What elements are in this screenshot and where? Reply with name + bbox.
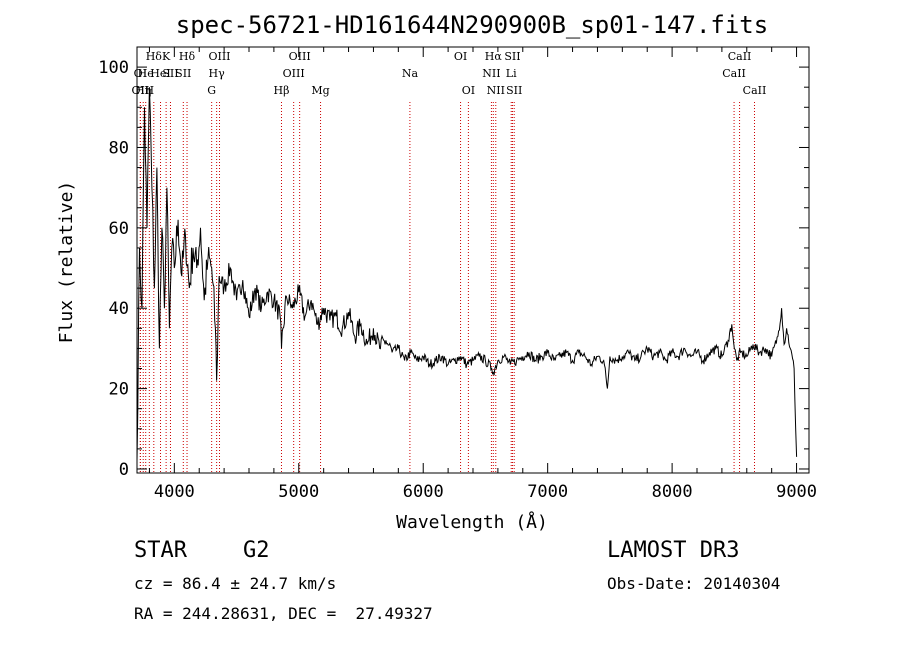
y-axis-ticks: 0 20 40 60 80 100 xyxy=(98,46,809,480)
line-marker-label: OIII xyxy=(208,50,230,63)
object-class: STAR xyxy=(134,538,187,563)
line-marker-label: NII xyxy=(482,67,500,80)
subclass: G2 xyxy=(243,538,270,563)
line-marker-label: Hδ xyxy=(179,50,196,63)
y-axis-label: Flux (relative) xyxy=(56,181,77,344)
survey-name: LAMOST DR3 xyxy=(607,538,740,563)
line-marker-label: Na xyxy=(402,67,419,80)
redshift-cz: cz = 86.4 ± 24.7 km/s xyxy=(134,574,337,593)
line-marker-label: SII xyxy=(175,67,191,80)
line-marker-label: OI xyxy=(454,50,467,63)
x-tick-label: 9000 xyxy=(776,482,817,502)
y-tick-label: 60 xyxy=(109,219,129,239)
line-marker-label: HeI xyxy=(150,67,170,80)
line-marker-label: Hα xyxy=(485,50,503,63)
line-marker-label: OI xyxy=(462,84,475,97)
x-tick-label: 4000 xyxy=(154,482,195,502)
series-line-spectrum xyxy=(136,87,798,461)
line-marker-label: OII xyxy=(132,84,150,97)
y-tick-label: 40 xyxy=(109,299,129,319)
series-group xyxy=(136,87,798,461)
obs-date: Obs-Date: 20140304 xyxy=(607,574,781,593)
x-axis-label: Wavelength (Å) xyxy=(396,511,548,533)
line-marker-label: He xyxy=(138,67,154,80)
coordinates: RA = 244.28631, DEC = 27.49327 xyxy=(134,604,433,623)
line-marker-label: OIII xyxy=(289,50,311,63)
line-marker-label: CaII xyxy=(722,67,746,80)
x-tick-label: 7000 xyxy=(527,482,568,502)
line-marker-label: SII xyxy=(162,67,178,80)
line-markers: OIIHηHOIHeHδHeIKSIIHδSIIGHγOIIIHβOIIIOII… xyxy=(132,50,767,473)
y-tick-label: 100 xyxy=(98,58,129,78)
line-marker-label: Li xyxy=(506,67,517,80)
line-marker-label: NII xyxy=(487,84,505,97)
line-marker-label: G xyxy=(207,84,216,97)
chart-title: spec-56721-HD161644N290900B_sp01-147.fit… xyxy=(176,11,768,39)
y-tick-label: 0 xyxy=(119,460,129,480)
line-marker-label: SII xyxy=(506,84,522,97)
line-marker-label: Hβ xyxy=(274,84,290,97)
x-tick-label: 5000 xyxy=(278,482,319,502)
line-marker-label: CaII xyxy=(728,50,752,63)
x-tick-label: 8000 xyxy=(652,482,693,502)
line-marker-label: OIII xyxy=(283,67,305,80)
y-tick-label: 20 xyxy=(109,380,129,400)
y-tick-label: 80 xyxy=(109,138,129,158)
line-marker-label: Hγ xyxy=(209,67,226,80)
line-marker-label: CaII xyxy=(743,84,767,97)
x-axis-ticks: 4000 5000 6000 7000 8000 9000 xyxy=(148,47,817,502)
line-marker-label: Hδ xyxy=(146,50,163,63)
plot-frame xyxy=(136,46,810,474)
line-marker-label: K xyxy=(162,50,171,63)
x-tick-label: 6000 xyxy=(403,482,444,502)
line-marker-label: SII xyxy=(504,50,520,63)
line-marker-label: Mg xyxy=(311,84,329,97)
